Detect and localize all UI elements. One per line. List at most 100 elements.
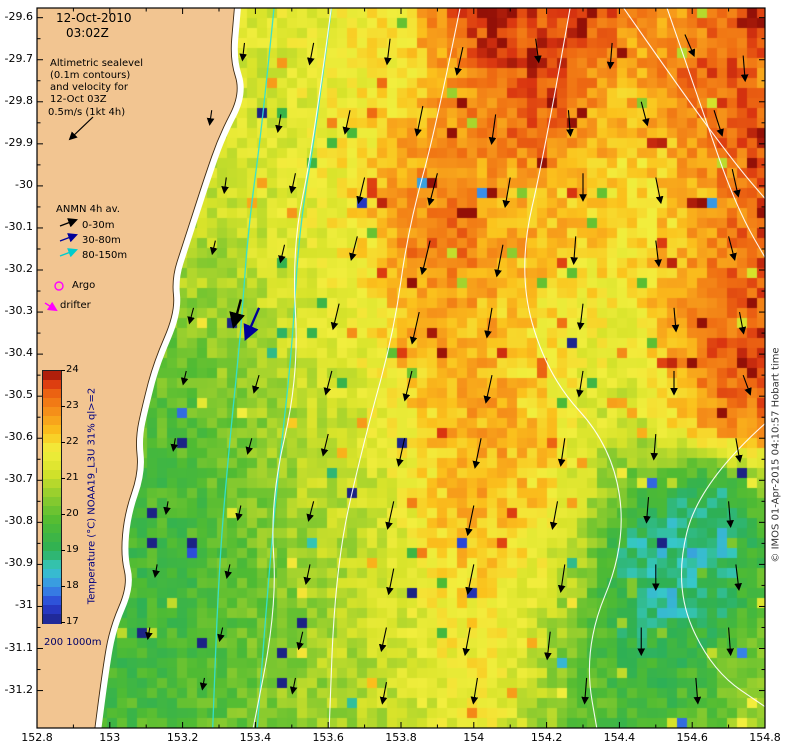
mooring-arrow (243, 307, 261, 342)
colorbar-block (43, 389, 61, 399)
colorbar-block (43, 578, 61, 588)
velocity-arrow (484, 307, 493, 339)
velocity-arrow (245, 438, 254, 455)
colorbar-tick (61, 586, 65, 587)
velocity-arrow (557, 438, 566, 467)
velocity-arrow (217, 627, 225, 643)
velocity-arrow (731, 168, 741, 198)
velocity-arrow (278, 244, 286, 264)
colorbar-block (43, 605, 61, 615)
y-tick-label: -29.6 (4, 9, 33, 23)
velocity-arrow (684, 34, 696, 58)
velocity-arrow (734, 564, 742, 592)
x-tick-label: 153.4 (239, 731, 272, 744)
velocity-arrow (275, 114, 283, 134)
colorbar-tick-label: 24 (66, 364, 79, 375)
velocity-arrow (385, 501, 395, 530)
sealevel-contour (328, 8, 461, 728)
velocity-arrow (409, 311, 420, 345)
velocity-arrow (726, 501, 734, 528)
sealevel-contour (252, 8, 332, 728)
velocity-arrow (349, 236, 358, 261)
colorbar-tick (61, 406, 65, 407)
velocity-arrow (170, 438, 179, 452)
colorbar-tick (61, 370, 65, 371)
velocity-arrow (163, 501, 171, 515)
date-label: 12-Oct-2010 (56, 11, 132, 25)
velocity-arrow (566, 110, 574, 137)
x-tick-label: 153.6 (312, 731, 344, 744)
velocity-arrow (427, 173, 438, 206)
velocity-arrow (671, 307, 680, 333)
y-tick-label: -31 (15, 598, 33, 612)
velocity-arrow (726, 627, 734, 657)
y-tick-label: -30.6 (4, 430, 33, 444)
colorbar-block (43, 380, 61, 390)
velocity-arrow (654, 240, 662, 268)
velocity-arrow (728, 236, 737, 261)
mooring-arrow (229, 299, 245, 329)
altimetric-note-line: 12-Oct 03Z (50, 94, 107, 105)
velocity-arrow (570, 236, 579, 266)
sealevel-contour (623, 8, 765, 200)
y-tick-label: -30.7 (4, 472, 33, 486)
velocity-arrow (224, 564, 233, 580)
land-area (37, 8, 238, 728)
colorbar-block (43, 470, 61, 480)
velocity-arrow (576, 370, 584, 398)
velocity-arrow (152, 564, 160, 579)
colorbar-block (43, 542, 61, 552)
velocity-arrow (414, 105, 424, 137)
colorbar-tick-label: 18 (66, 580, 79, 591)
y-tick-label: -30.9 (4, 556, 33, 570)
colorbar-tick (61, 478, 65, 479)
velocity-arrow (221, 177, 229, 195)
velocity-arrow (396, 438, 406, 467)
velocity-arrow (209, 240, 218, 256)
y-tick-label: -30.4 (4, 346, 33, 360)
colorbar-tick (61, 550, 65, 551)
argo-label: Argo (72, 280, 96, 291)
velocity-arrow (419, 240, 431, 276)
colorbar-block (43, 371, 61, 381)
anmn-arrow-icon (59, 248, 78, 258)
velocity-arrow (470, 677, 479, 705)
altimetric-note-line: and velocity for (50, 82, 129, 93)
anmn-legend-title: ANMN 4h av. (56, 204, 120, 215)
velocity-arrow (534, 38, 542, 64)
colorbar-block (43, 569, 61, 579)
y-tick-label: -29.9 (4, 135, 33, 149)
sealevel-contour (666, 8, 765, 259)
colorbar-block (43, 398, 61, 408)
colorbar-block (43, 506, 61, 516)
x-tick-label: 154.4 (603, 731, 636, 744)
velocity-arrow (303, 564, 312, 586)
sealevel-contour (680, 422, 765, 708)
x-tick-label: 152.8 (21, 731, 53, 744)
velocity-arrow (378, 627, 387, 653)
anmn-item-label-0-30m: 0-30m (82, 220, 115, 231)
colorbar-block (43, 452, 61, 462)
imos-watermark: © IMOS 01-Apr-2015 04:10:57 Hobart time (770, 347, 782, 563)
x-tick-label: 154.2 (530, 731, 563, 744)
colorbar-tick (61, 514, 65, 515)
velocity-arrow (502, 177, 511, 209)
colorbar-block (43, 524, 61, 534)
velocity-arrow (383, 38, 392, 66)
y-tick-label: -31.1 (4, 640, 33, 654)
velocity-arrow (544, 631, 552, 661)
colorbar-tick-label: 20 (66, 508, 79, 519)
velocity-arrow (402, 370, 413, 402)
colorbar-tick-label: 22 (66, 436, 79, 447)
altimetric-note-line: (0.1m contours) (50, 70, 131, 81)
y-tick-label: -30.8 (4, 514, 33, 528)
colorbar-block (43, 614, 61, 624)
velocity-arrow (740, 55, 749, 83)
velocity-arrow (472, 438, 482, 469)
velocity-arrow (323, 370, 333, 396)
velocity-arrow (342, 110, 351, 135)
velocity-arrow (454, 46, 464, 76)
velocity-arrow (494, 244, 504, 278)
